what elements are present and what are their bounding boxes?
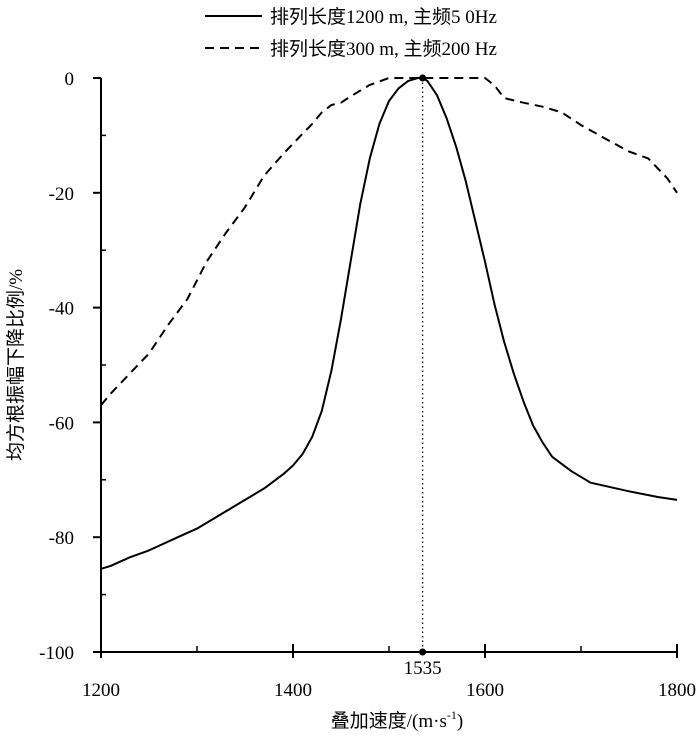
x-tick-label: 1600 <box>466 680 504 701</box>
legend: 排列长度1200 m, 主频5 0Hz 排列长度300 m, 主频200 Hz <box>205 6 497 60</box>
x-tick-label: 1400 <box>274 680 312 701</box>
legend-label-2: 排列长度300 m, 主频200 Hz <box>270 38 497 60</box>
legend-label-1: 排列长度1200 m, 主频5 0Hz <box>270 6 497 28</box>
marker-label: 1535 <box>404 658 442 679</box>
y-tick-label: -100 <box>39 643 74 664</box>
y-tick-label: -20 <box>49 184 74 205</box>
plot-area: 1535 <box>100 74 678 679</box>
series-line-1 <box>100 77 678 570</box>
y-tick-label: 0 <box>65 69 75 90</box>
y-tick-label: -60 <box>49 413 74 434</box>
y-tick-label: -80 <box>49 528 74 549</box>
x-tick-label: 1800 <box>658 680 696 701</box>
x-axis-label-superscript: -1 <box>447 708 457 722</box>
x-axis-label: 叠加速度/(m·s-1) <box>331 708 463 732</box>
x-axis-label-text: 叠加速度/(m·s <box>331 710 447 732</box>
x-tick-label: 1200 <box>82 680 120 701</box>
y-tick-label: -40 <box>49 299 74 320</box>
axes: 0 -20 -40 -60 -80 -100 1200 1400 1600 1800 <box>39 69 696 701</box>
y-axis-label: 均方根振幅下降比例/% <box>5 269 27 461</box>
series-line-2 <box>100 77 678 406</box>
x-axis-label-close: ) <box>457 711 463 732</box>
